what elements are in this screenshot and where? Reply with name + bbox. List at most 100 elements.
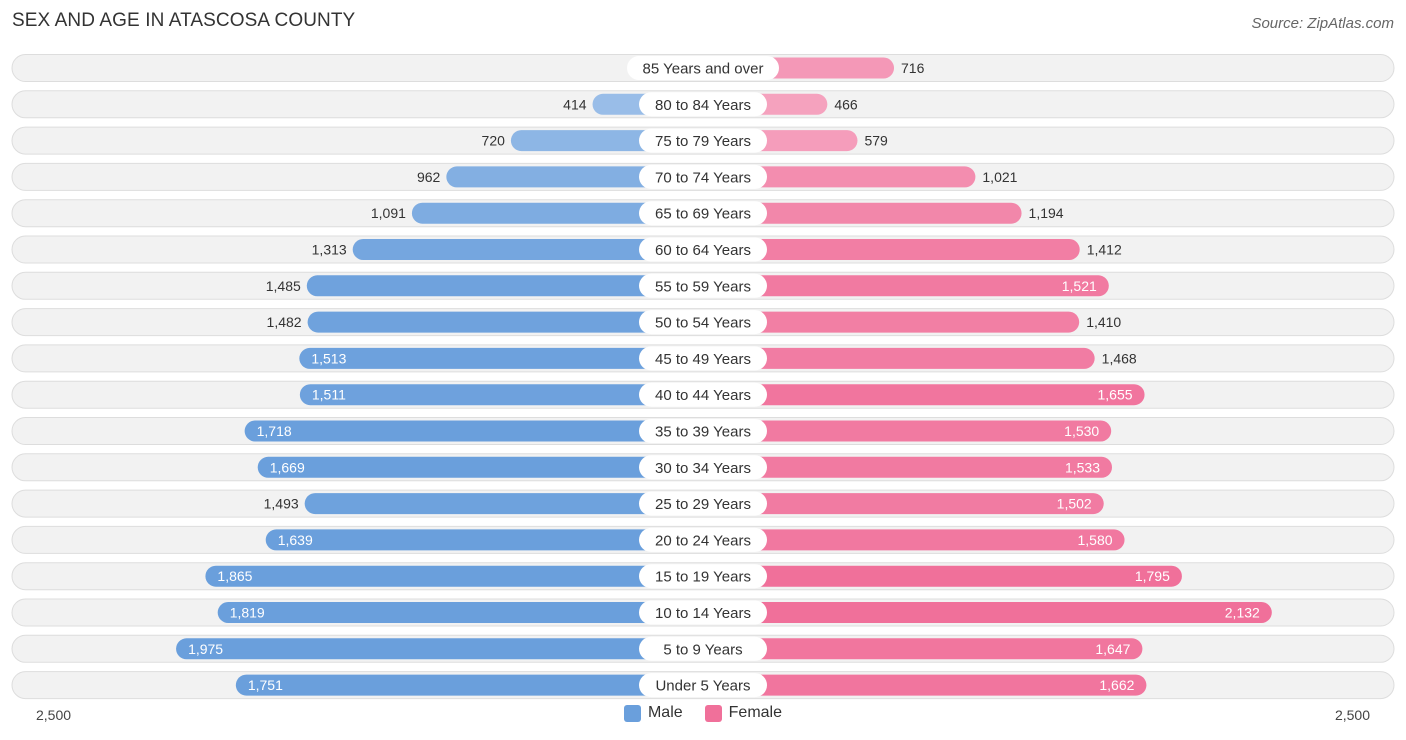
category-label: 75 to 79 Years bbox=[655, 133, 751, 150]
male-value-label: 1,751 bbox=[248, 677, 283, 693]
page-title: SEX AND AGE IN ATASCOSA COUNTY bbox=[12, 10, 356, 31]
category-label: 30 to 34 Years bbox=[655, 460, 751, 477]
category-pill bbox=[639, 419, 767, 443]
category-label: 10 to 14 Years bbox=[655, 605, 751, 622]
category-label: 40 to 44 Years bbox=[655, 387, 751, 404]
male-bar bbox=[244, 420, 703, 442]
male-bar bbox=[235, 674, 704, 696]
category-pill bbox=[639, 128, 767, 153]
category-label: Under 5 Years bbox=[655, 678, 750, 695]
x-axis-right-label: 2,500 bbox=[1334, 707, 1370, 723]
male-value-label: 1,865 bbox=[217, 568, 252, 584]
female-bar bbox=[703, 565, 1182, 587]
female-bar bbox=[703, 674, 1147, 696]
female-value-label: 1,795 bbox=[1135, 568, 1170, 584]
female-value-label: 1,412 bbox=[1087, 242, 1122, 258]
female-value-label: 1,502 bbox=[1057, 496, 1092, 512]
category-pill bbox=[639, 237, 767, 262]
male-value-label: 1,669 bbox=[270, 459, 305, 475]
male-bar bbox=[265, 529, 703, 551]
category-label: 25 to 29 Years bbox=[655, 496, 751, 513]
female-bar bbox=[703, 602, 1272, 623]
female-value-label: 1,530 bbox=[1064, 423, 1099, 439]
category-pill bbox=[639, 564, 767, 589]
category-pill bbox=[639, 92, 767, 117]
female-swatch bbox=[704, 704, 722, 722]
category-label: 5 to 9 Years bbox=[663, 641, 742, 658]
category-label: 45 to 49 Years bbox=[655, 351, 751, 368]
female-bar bbox=[703, 166, 976, 188]
category-label: 20 to 24 Years bbox=[655, 532, 751, 549]
category-label: 60 to 64 Years bbox=[655, 242, 751, 259]
female-value-label: 1,468 bbox=[1102, 350, 1137, 366]
female-value-label: 1,194 bbox=[1029, 205, 1064, 221]
category-label: 50 to 54 Years bbox=[655, 315, 751, 332]
category-pill bbox=[639, 527, 767, 552]
male-value-label: 720 bbox=[482, 133, 506, 149]
category-label: 65 to 69 Years bbox=[655, 206, 751, 223]
x-axis-left-label: 2,500 bbox=[36, 707, 72, 723]
female-value-label: 1,655 bbox=[1098, 387, 1133, 403]
male-value-label: 1,511 bbox=[312, 387, 346, 403]
female-bar bbox=[703, 493, 1104, 515]
category-pill bbox=[639, 164, 767, 189]
male-value-label: 1,819 bbox=[230, 605, 265, 621]
category-pill bbox=[639, 346, 767, 371]
category-pill bbox=[639, 310, 767, 335]
female-bar bbox=[703, 529, 1125, 551]
category-pill bbox=[639, 455, 767, 480]
female-bar bbox=[703, 420, 1112, 442]
male-bar bbox=[257, 456, 703, 478]
female-value-label: 2,132 bbox=[1225, 605, 1260, 621]
category-pill bbox=[639, 673, 767, 698]
category-pill bbox=[639, 201, 767, 226]
male-bar bbox=[299, 347, 703, 369]
male-value-label: 1,639 bbox=[278, 532, 313, 548]
category-label: 15 to 19 Years bbox=[655, 569, 751, 586]
male-bar bbox=[217, 602, 703, 623]
female-value-label: 1,580 bbox=[1077, 532, 1112, 548]
male-value-label: 1,493 bbox=[264, 496, 299, 512]
female-value-label: 1,521 bbox=[1062, 278, 1097, 294]
legend-item-male[interactable]: Male bbox=[623, 704, 683, 722]
male-bar bbox=[176, 638, 703, 660]
category-label: 55 to 59 Years bbox=[655, 278, 751, 295]
legend-female-label: Female bbox=[728, 704, 783, 721]
male-bar bbox=[352, 239, 703, 260]
male-bar bbox=[307, 311, 703, 333]
female-value-label: 1,662 bbox=[1099, 677, 1134, 693]
female-bar bbox=[703, 202, 1022, 224]
category-label: 85 Years and over bbox=[643, 61, 764, 78]
female-bar bbox=[703, 311, 1080, 333]
category-pill bbox=[639, 491, 767, 516]
female-value-label: 716 bbox=[901, 60, 925, 76]
female-value-label: 1,410 bbox=[1086, 314, 1121, 330]
male-bar bbox=[205, 565, 703, 587]
legend-item-female[interactable]: Female bbox=[704, 704, 783, 722]
male-bar bbox=[306, 275, 703, 297]
male-value-label: 1,513 bbox=[311, 350, 346, 366]
category-pill bbox=[639, 273, 767, 298]
male-value-label: 1,485 bbox=[266, 278, 301, 294]
female-bar bbox=[703, 384, 1145, 406]
female-bar bbox=[703, 347, 1095, 369]
male-value-label: 1,313 bbox=[312, 242, 347, 258]
male-value-label: 1,091 bbox=[371, 205, 406, 221]
category-pill bbox=[627, 56, 779, 80]
category-pill bbox=[639, 636, 767, 661]
female-bar bbox=[703, 638, 1143, 660]
male-bar bbox=[304, 493, 703, 515]
category-label: 35 to 39 Years bbox=[655, 424, 751, 441]
male-bar bbox=[411, 202, 703, 224]
female-value-label: 1,021 bbox=[982, 169, 1017, 185]
source-label: Source: ZipAtlas.com bbox=[1251, 15, 1394, 32]
male-value-label: 1,482 bbox=[267, 314, 302, 330]
category-pill bbox=[639, 382, 767, 407]
male-value-label: 1,718 bbox=[257, 423, 292, 439]
category-pill bbox=[639, 600, 767, 625]
female-value-label: 1,533 bbox=[1065, 459, 1100, 475]
category-label: 80 to 84 Years bbox=[655, 97, 751, 114]
female-bar bbox=[703, 456, 1113, 478]
legend: Male Female bbox=[0, 704, 1406, 722]
